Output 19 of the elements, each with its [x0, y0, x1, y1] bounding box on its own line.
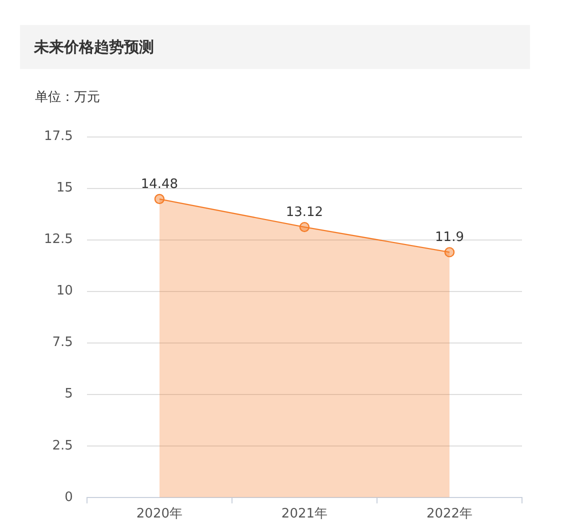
x-tick-label: 2020年 [136, 506, 182, 522]
y-tick-label: 7.5 [52, 335, 73, 350]
y-tick-label: 2.5 [52, 438, 73, 454]
y-tick-label: 15 [56, 180, 73, 196]
y-tick-label: 17.5 [44, 129, 73, 144]
data-label: 14.48 [140, 176, 178, 192]
point [444, 247, 455, 258]
y-tick-label: 10 [56, 284, 73, 299]
y-axis-title: 单位：万元 [35, 89, 100, 106]
y-tick-label: 12.5 [44, 232, 73, 248]
point [299, 222, 310, 232]
data-label: 13.12 [286, 204, 324, 220]
chart-title: 未来价格趋势预测 [20, 25, 530, 69]
data-label: 11.9 [435, 230, 464, 246]
x-tick-label: 2021年 [281, 506, 328, 522]
y-tick-label: 5 [64, 386, 73, 402]
point [154, 194, 165, 204]
y-tick-label: 0 [64, 490, 73, 505]
x-tick-label: 2022年 [426, 506, 473, 522]
